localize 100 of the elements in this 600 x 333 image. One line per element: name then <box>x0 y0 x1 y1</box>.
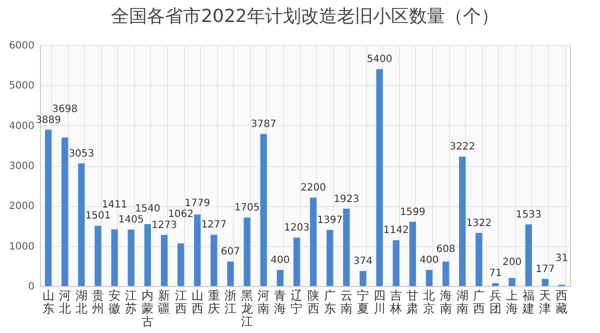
data-label: 1411 <box>102 200 128 211</box>
data-label: 1062 <box>168 208 194 220</box>
x-tick-label: 贵州 <box>92 288 104 316</box>
x-tick-label: 安徽 <box>108 288 121 316</box>
y-tick-label: 4000 <box>9 120 34 132</box>
data-label: 400 <box>420 254 439 266</box>
data-label: 1322 <box>466 218 492 229</box>
bar <box>160 234 168 286</box>
data-label: 400 <box>270 254 290 266</box>
bar <box>326 230 334 286</box>
bar <box>177 243 184 286</box>
data-label: 31 <box>555 252 568 264</box>
x-tick-label: 海南 <box>440 288 452 316</box>
data-label: 3787 <box>250 118 276 130</box>
data-label: 374 <box>353 256 373 267</box>
bar <box>376 69 383 286</box>
data-label: 3698 <box>52 104 78 115</box>
data-label: 1779 <box>184 198 210 209</box>
data-label: 200 <box>502 257 522 268</box>
x-tick-label: 吉林 <box>389 288 402 316</box>
data-label: 71 <box>489 268 502 280</box>
x-tick-label: 甘肃 <box>406 288 419 316</box>
data-label: 1923 <box>334 194 360 205</box>
x-tick-label: 河南 <box>258 288 270 316</box>
bar <box>492 283 499 286</box>
data-label: 1273 <box>151 220 177 231</box>
bar <box>459 156 466 286</box>
bar <box>194 214 201 286</box>
data-label: 608 <box>436 244 456 255</box>
x-tick-label: 云南 <box>340 288 352 316</box>
bar <box>227 262 234 286</box>
x-tick-label: 北京 <box>423 288 436 316</box>
data-label: 177 <box>536 264 555 275</box>
x-tick-label: 宁夏 <box>356 288 369 316</box>
bar <box>62 137 68 286</box>
y-tick-label: 1000 <box>9 241 34 252</box>
data-label: 1277 <box>201 220 227 231</box>
x-tick-label: 广东 <box>324 288 336 316</box>
x-tick-label: 新疆 <box>158 288 170 316</box>
bar <box>210 234 218 286</box>
x-tick-label: 青海 <box>274 288 286 316</box>
data-label: 1540 <box>134 204 160 215</box>
data-label: 1405 <box>118 214 144 226</box>
data-label: 2200 <box>300 182 326 194</box>
bar <box>392 240 400 286</box>
y-tick-label: 3000 <box>9 161 34 172</box>
bar <box>343 208 350 286</box>
x-tick-label: 上海 <box>506 288 518 316</box>
bar <box>542 278 548 286</box>
chart-title: 全国各省市2022年计划改造老旧小区数量（个） <box>111 6 499 27</box>
bar <box>44 130 52 286</box>
bar <box>276 270 284 286</box>
x-tick-label: 山西 <box>191 288 204 316</box>
bar <box>426 270 433 286</box>
x-tick-label: 湖南 <box>456 288 468 316</box>
bar <box>111 229 118 286</box>
bar <box>525 224 532 286</box>
data-label: 1397 <box>317 214 343 226</box>
y-tick-label: 6000 <box>9 40 34 52</box>
data-label: 3222 <box>450 142 476 153</box>
bar <box>78 163 85 286</box>
x-tick-label: 西藏 <box>556 288 568 316</box>
bar <box>260 134 267 286</box>
bar <box>409 222 416 286</box>
x-tick-label: 陕西 <box>307 288 320 316</box>
x-tick-label: 天津 <box>539 288 552 316</box>
y-tick-label: 0 <box>28 282 34 292</box>
x-tick-label: 江西 <box>174 288 187 316</box>
bar <box>293 238 300 286</box>
bar <box>508 278 516 286</box>
x-tick-label: 辽宁 <box>290 288 303 316</box>
data-label: 1599 <box>400 206 426 218</box>
data-label: 1142 <box>383 225 409 236</box>
x-tick-label: 黑龙江 <box>241 288 254 328</box>
x-tick-label: 兵团 <box>489 288 502 316</box>
data-label: 1501 <box>85 210 111 222</box>
bar <box>310 198 317 286</box>
x-tick-label: 江苏 <box>125 288 138 316</box>
data-label: 1705 <box>234 202 260 214</box>
x-tick-label: 浙江 <box>224 288 236 316</box>
bar <box>128 230 134 286</box>
x-tick-label: 内蒙古 <box>142 288 154 328</box>
x-tick-label: 重庆 <box>208 288 220 316</box>
data-label: 5400 <box>366 54 392 66</box>
x-tick-label: 四川 <box>374 288 386 316</box>
x-tick-label: 福建 <box>522 288 535 316</box>
bar <box>476 232 482 286</box>
bar <box>244 218 250 286</box>
data-label: 1533 <box>516 209 542 220</box>
y-tick-label: 2000 <box>9 201 34 212</box>
data-label: 1203 <box>284 222 310 234</box>
data-label: 3053 <box>68 148 94 160</box>
x-tick-label: 河北 <box>58 288 71 316</box>
y-tick-label: 5000 <box>9 80 34 92</box>
bar <box>442 262 450 286</box>
bar <box>94 226 102 286</box>
data-label: 607 <box>220 246 240 258</box>
x-tick-label: 山东 <box>42 288 54 316</box>
bar <box>360 270 366 286</box>
data-label: 3889 <box>36 114 62 126</box>
